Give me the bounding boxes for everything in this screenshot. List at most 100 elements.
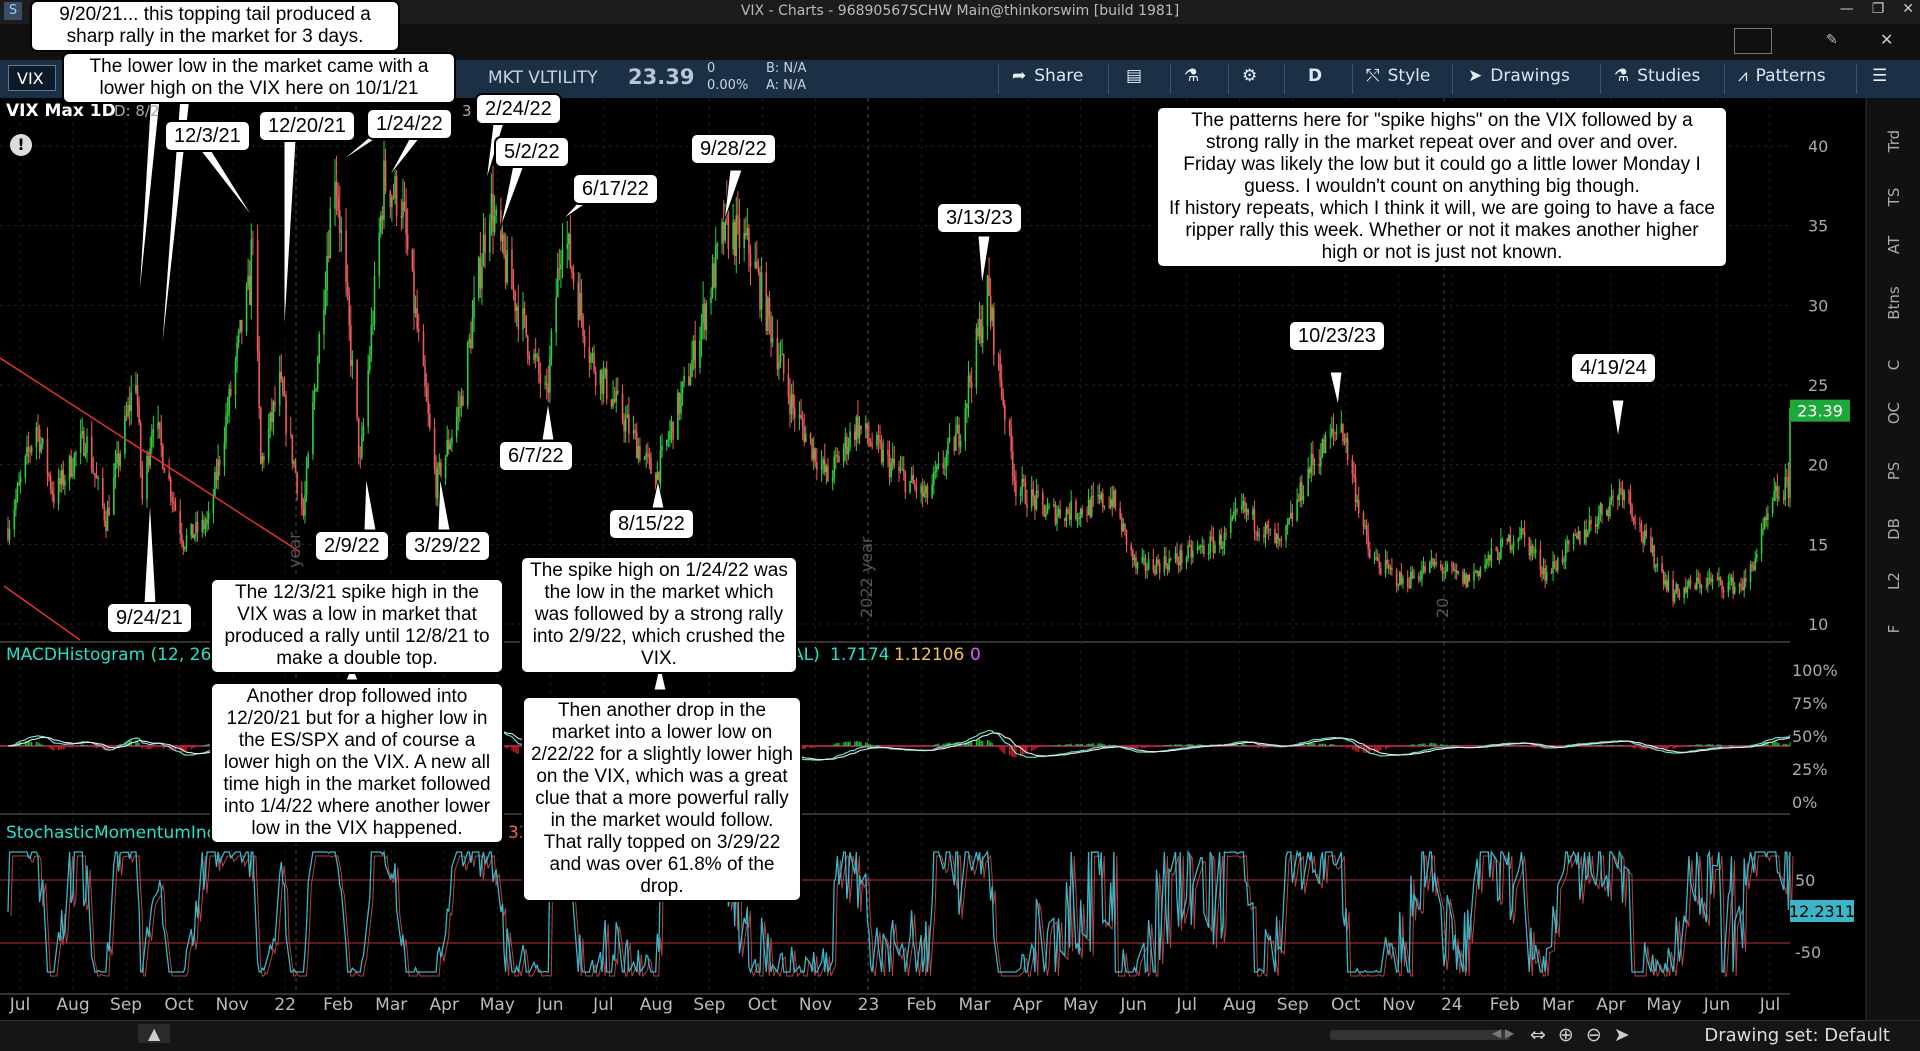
candle-body xyxy=(135,384,137,393)
candle-body xyxy=(269,412,272,429)
candle-body xyxy=(669,431,671,440)
candle-body xyxy=(256,239,259,352)
candle-body xyxy=(672,421,674,440)
menu-button[interactable]: ☰ xyxy=(1872,66,1887,86)
scroll-arrows[interactable]: ◀ ▶ xyxy=(1492,1026,1515,1040)
candle-body xyxy=(1032,489,1035,497)
candle-body xyxy=(1185,557,1188,563)
candle-body xyxy=(162,445,164,469)
candle-body xyxy=(1776,485,1779,499)
right-tab-db[interactable]: DB xyxy=(1885,518,1903,540)
candle-body xyxy=(338,210,341,233)
candle-body xyxy=(1086,514,1088,516)
candle-body xyxy=(1452,566,1455,571)
candle-body xyxy=(1688,580,1690,587)
candle-body xyxy=(539,373,542,384)
candle-body xyxy=(438,462,441,468)
flask-button[interactable]: ⚗ xyxy=(1184,66,1199,86)
candle-body xyxy=(313,390,316,403)
style-button[interactable]: ⤲ Style xyxy=(1366,66,1431,86)
candle-body xyxy=(1277,534,1279,540)
patterns-button[interactable]: ⩘ Patterns xyxy=(1738,66,1826,86)
candle-body xyxy=(790,393,793,415)
candle-body xyxy=(1473,571,1475,581)
candle-body xyxy=(610,399,613,407)
close-icon[interactable]: ✕ xyxy=(1902,1,1914,17)
chart-settings-button[interactable]: ▤ xyxy=(1126,66,1142,86)
candle-body xyxy=(272,401,275,422)
candle-body xyxy=(1612,495,1614,497)
candle-body xyxy=(425,386,428,402)
right-tab-c[interactable]: C xyxy=(1885,359,1903,371)
right-tab-trd[interactable]: Trd xyxy=(1885,129,1903,153)
candle-body xyxy=(62,469,65,486)
time-scrollbar[interactable] xyxy=(1330,1030,1510,1040)
candle-body xyxy=(479,257,482,289)
candle-body xyxy=(373,275,376,325)
symbol-input[interactable]: VIX xyxy=(8,65,56,91)
candle-body xyxy=(1015,480,1017,497)
candle-body xyxy=(538,356,540,374)
candle-body xyxy=(787,373,790,397)
candle-body xyxy=(1553,561,1556,567)
studies-button[interactable]: ⚗ Studies xyxy=(1614,66,1701,86)
candle-body xyxy=(149,448,151,466)
candle-body xyxy=(48,474,50,477)
candle-body xyxy=(857,416,859,439)
settings-button[interactable]: ⚙ xyxy=(1242,66,1257,86)
candle-body xyxy=(468,338,471,344)
candle-body xyxy=(888,454,891,478)
candle-body xyxy=(1103,506,1106,508)
right-tab-l2[interactable]: L2 xyxy=(1885,572,1903,590)
collapse-up-button[interactable]: ▲ xyxy=(138,1024,171,1043)
candle-body xyxy=(212,495,215,513)
candle-body xyxy=(1789,408,1791,498)
candle-body xyxy=(825,465,828,473)
candle-body xyxy=(650,457,652,474)
candle-body xyxy=(13,509,16,530)
right-tab-ts[interactable]: TS xyxy=(1885,187,1903,207)
label-10-23-23: 10/23/23 xyxy=(1288,320,1386,352)
candle-body xyxy=(1397,585,1400,587)
candle-body xyxy=(1064,518,1066,521)
candle-body xyxy=(887,449,889,455)
candle-body xyxy=(705,302,708,331)
zoom-tools[interactable]: ⇔⊕⊖➤ xyxy=(1530,1024,1642,1046)
candle-body xyxy=(433,428,436,469)
candle-body xyxy=(1511,547,1513,550)
candle-body xyxy=(1435,561,1437,565)
candle-body xyxy=(261,456,264,464)
alert-icon[interactable]: ! xyxy=(10,134,32,156)
macd-axis-label: 75% xyxy=(1792,694,1828,713)
candle-body xyxy=(820,465,823,470)
candle-body xyxy=(226,412,229,416)
minimize-icon[interactable]: — xyxy=(1839,1,1854,17)
candle-body xyxy=(383,160,385,221)
right-tab-ps[interactable]: PS xyxy=(1885,461,1903,481)
month-label: Aug xyxy=(640,995,673,1015)
detach-box[interactable] xyxy=(1734,28,1772,54)
candle-body xyxy=(1386,559,1388,565)
restore-icon[interactable]: ❐ xyxy=(1871,1,1885,17)
candle-body xyxy=(789,396,791,415)
panel-close-icon[interactable]: ✕ xyxy=(1880,30,1894,49)
macd-axis-label: 25% xyxy=(1792,760,1828,779)
drawings-button[interactable]: ➤ Drawings xyxy=(1468,66,1570,86)
candle-body xyxy=(1054,504,1057,524)
right-tab-at[interactable]: AT xyxy=(1885,235,1903,255)
candle-body xyxy=(503,234,505,256)
candle-body xyxy=(1522,528,1524,532)
price-tick-label: 25 xyxy=(1808,376,1828,395)
right-tab-f[interactable]: F xyxy=(1885,624,1903,634)
candle-body xyxy=(1090,495,1093,517)
right-tab-oc[interactable]: OC xyxy=(1885,401,1903,425)
share-button[interactable]: ➦ Share xyxy=(1012,66,1084,86)
right-tab-btns[interactable]: Btns xyxy=(1885,286,1903,320)
aggregation-button[interactable]: D xyxy=(1308,66,1323,86)
candle-body xyxy=(533,354,535,360)
pin-icon[interactable]: ✎ xyxy=(1826,32,1838,48)
candle-body xyxy=(1642,537,1644,544)
candle-body xyxy=(1046,507,1049,514)
candle-body xyxy=(847,447,850,455)
candle-body xyxy=(1590,520,1592,525)
